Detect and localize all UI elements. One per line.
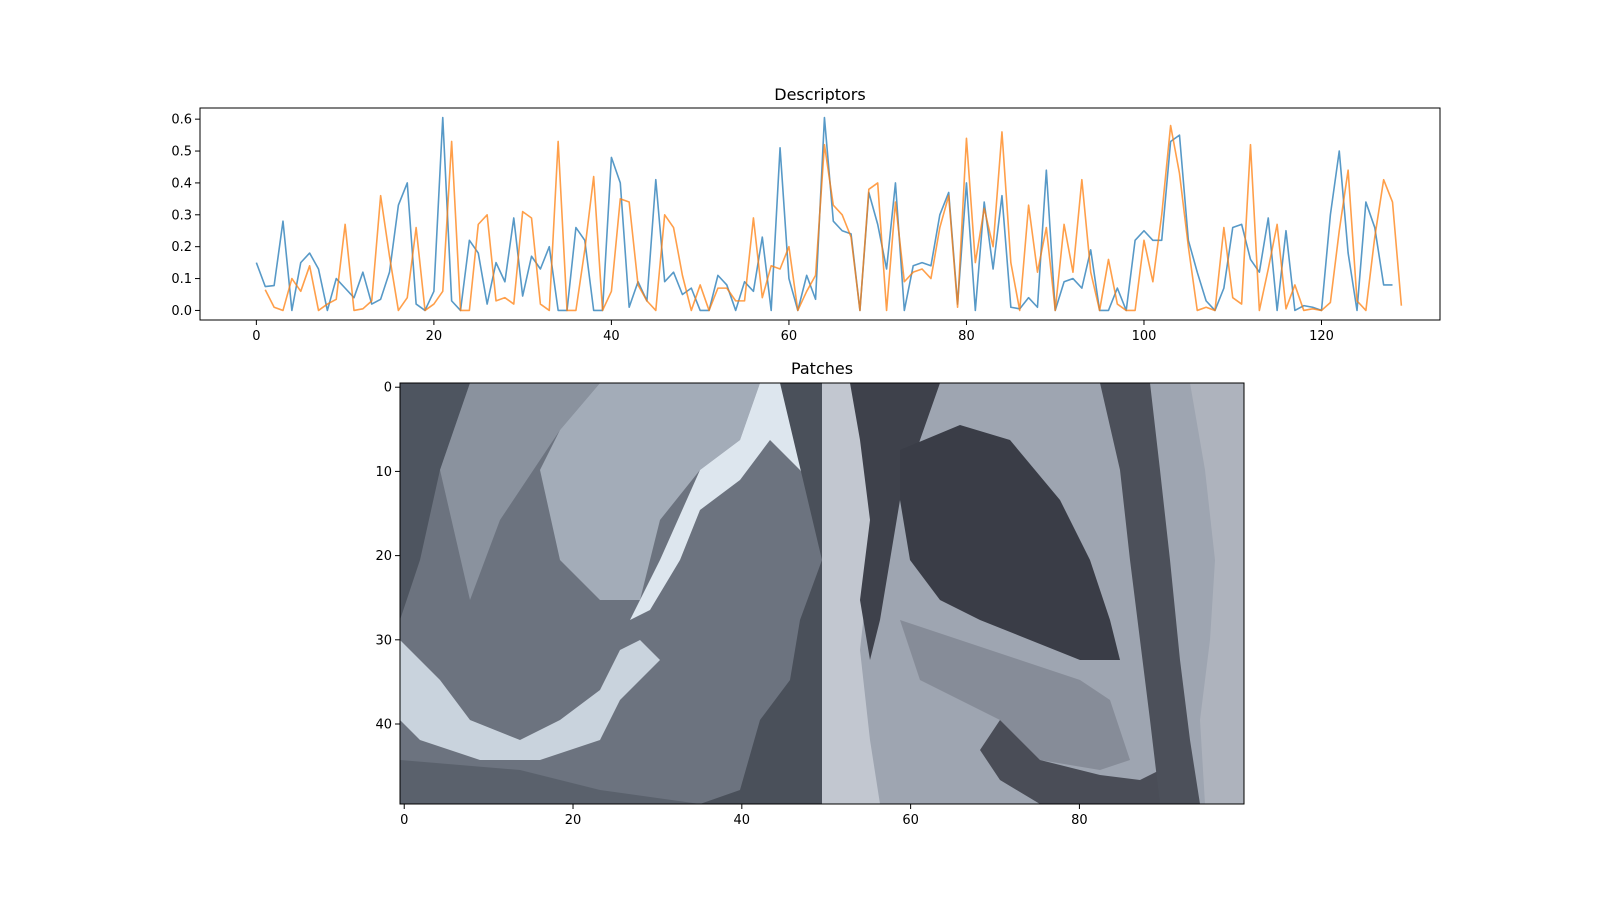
- descriptors-x-tick-label: 80: [958, 329, 975, 344]
- descriptors-axes-frame: [199, 107, 1441, 321]
- descriptor-series-0-line: [255, 116, 1393, 312]
- right-patch-right-band: [1190, 383, 1244, 804]
- patches-panel: Patches 0 20 40 60 80 0 10 20 30 40: [375, 359, 1245, 828]
- patches-y-tick-label: 0: [384, 381, 392, 396]
- descriptors-x-tick-label: 100: [1132, 329, 1157, 344]
- descriptors-y-tick-label: 0.0: [171, 304, 192, 319]
- right-patch-left-band: [822, 383, 880, 804]
- descriptors-x-tick-label: 120: [1309, 329, 1334, 344]
- descriptors-y-ticks: 0.0 0.1 0.2 0.3 0.4 0.5 0.6: [171, 113, 200, 319]
- left-patch-light-region: [540, 383, 760, 600]
- descriptors-y-tick-label: 0.3: [171, 208, 192, 223]
- left-patch-bottom-shadow: [400, 760, 700, 804]
- descriptors-y-tick-label: 0.5: [171, 145, 192, 160]
- patches-title: Patches: [791, 359, 853, 378]
- patches-y-tick-label: 30: [375, 633, 392, 648]
- patches-x-tick-label: 60: [902, 813, 919, 828]
- descriptors-x-tick-label: 40: [603, 329, 620, 344]
- descriptors-y-tick-label: 0.4: [171, 176, 192, 191]
- patches-x-ticks: 0 20 40 60 80: [400, 804, 1088, 828]
- patches-axes-frame: [399, 382, 1245, 805]
- left-patch-highlight-ridge: [630, 383, 822, 620]
- patches-x-tick-label: 0: [400, 813, 408, 828]
- patches-y-ticks: 0 10 20 30 40: [375, 381, 400, 733]
- descriptors-title: Descriptors: [774, 85, 865, 104]
- descriptor-series-1-line: [264, 124, 1403, 312]
- patches-image: [400, 383, 1244, 804]
- right-patch-mid-lobe: [900, 620, 1130, 770]
- left-patch-right-shadow: [700, 383, 822, 804]
- right-patch-lower-shadow: [980, 720, 1160, 804]
- descriptors-x-tick-label: 0: [252, 329, 260, 344]
- right-patch-vertical-band: [1100, 383, 1200, 804]
- patches-x-tick-label: 80: [1071, 813, 1088, 828]
- patches-y-tick-label: 20: [375, 549, 392, 564]
- descriptors-series: [255, 116, 1403, 312]
- descriptors-y-tick-label: 0.1: [171, 272, 192, 287]
- left-patch-dark-band: [400, 383, 470, 620]
- right-patch-dark-core: [900, 425, 1120, 660]
- patches-x-tick-label: 40: [734, 813, 751, 828]
- patches-x-tick-label: 20: [565, 813, 582, 828]
- descriptors-x-tick-label: 60: [781, 329, 798, 344]
- patches-y-tick-label: 10: [375, 465, 392, 480]
- right-patch-dark-edge: [850, 383, 940, 660]
- descriptors-y-tick-label: 0.2: [171, 240, 192, 255]
- descriptors-x-ticks: 0 20 40 60 80 100 120: [252, 320, 1334, 344]
- descriptors-y-tick-label: 0.6: [171, 113, 192, 128]
- left-patch-mid-region: [440, 383, 600, 600]
- descriptors-panel: Descriptors 0 20 40 60 80 100 120 0.0 0.1 0.2 0.3…: [171, 85, 1441, 344]
- patches-y-tick-label: 40: [375, 718, 392, 733]
- left-patch-lower-highlight: [400, 640, 660, 760]
- descriptors-x-tick-label: 20: [426, 329, 443, 344]
